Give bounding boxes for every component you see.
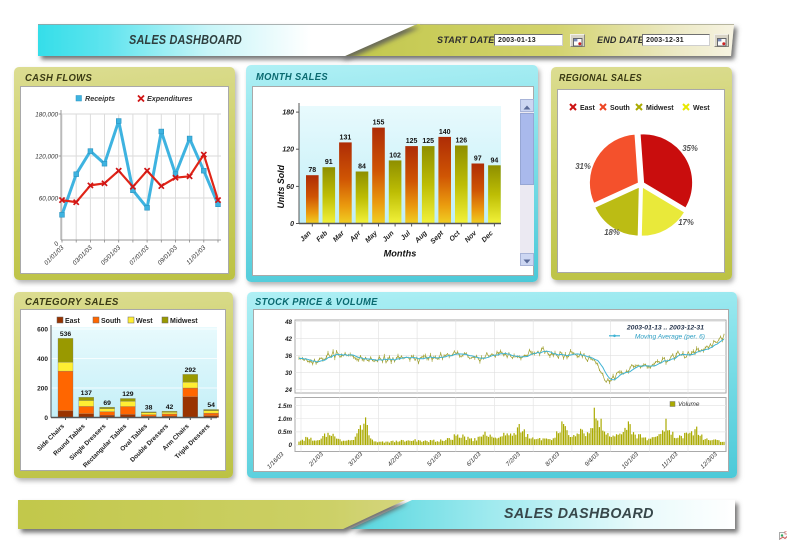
svg-text:4/2/03: 4/2/03 xyxy=(387,451,405,469)
svg-text:Months: Months xyxy=(384,249,417,259)
svg-text:125: 125 xyxy=(422,138,434,145)
svg-text:84: 84 xyxy=(358,164,366,171)
svg-text:0.5m: 0.5m xyxy=(278,429,293,436)
svg-text:11/01/03: 11/01/03 xyxy=(185,244,207,266)
svg-text:0: 0 xyxy=(290,221,294,228)
svg-text:Single Dressers: Single Dressers xyxy=(68,423,107,462)
svg-text:155: 155 xyxy=(373,120,385,127)
svg-text:Apr: Apr xyxy=(348,229,363,244)
svg-text:6/1/03: 6/1/03 xyxy=(465,451,483,469)
svg-text:69: 69 xyxy=(103,400,111,407)
svg-text:180: 180 xyxy=(282,110,294,117)
svg-text:12/3/03: 12/3/03 xyxy=(699,451,719,471)
svg-text:Units Sold: Units Sold xyxy=(276,164,286,208)
svg-text:03/01/03: 03/01/03 xyxy=(72,244,95,267)
svg-text:09/01/03: 09/01/03 xyxy=(157,244,180,267)
svg-text:125: 125 xyxy=(406,138,418,145)
svg-text:0: 0 xyxy=(289,442,293,449)
svg-text:East: East xyxy=(65,318,80,325)
svg-text:97: 97 xyxy=(474,156,482,163)
svg-text:Oct: Oct xyxy=(449,229,463,243)
svg-text:Feb: Feb xyxy=(315,229,329,243)
svg-text:Moving Average (per. 6): Moving Average (per. 6) xyxy=(635,333,705,340)
svg-text:Aug: Aug xyxy=(413,229,429,245)
svg-text:Volume: Volume xyxy=(678,401,700,408)
svg-text:48: 48 xyxy=(284,319,292,326)
svg-text:18%: 18% xyxy=(604,228,620,237)
svg-text:9/4/03: 9/4/03 xyxy=(584,451,602,469)
svg-text:120,000: 120,000 xyxy=(35,154,58,161)
svg-text:54: 54 xyxy=(207,402,215,409)
svg-text:200: 200 xyxy=(37,386,48,393)
svg-text:60,000: 60,000 xyxy=(39,196,59,203)
svg-text:102: 102 xyxy=(389,152,401,159)
svg-text:78: 78 xyxy=(308,167,316,174)
svg-text:Jan: Jan xyxy=(299,230,312,243)
svg-text:1/16/03: 1/16/03 xyxy=(266,451,286,471)
svg-text:3/1/03: 3/1/03 xyxy=(347,451,365,469)
svg-text:Mar: Mar xyxy=(332,229,347,244)
svg-text:8/1/03: 8/1/03 xyxy=(544,451,562,469)
svg-text:38: 38 xyxy=(145,404,153,411)
svg-text:South: South xyxy=(610,105,630,112)
svg-text:Receipts: Receipts xyxy=(85,94,115,103)
svg-text:10/1/03: 10/1/03 xyxy=(620,451,640,471)
svg-text:1.0m: 1.0m xyxy=(278,416,293,423)
svg-text:129: 129 xyxy=(122,391,134,398)
svg-text:91: 91 xyxy=(325,159,333,166)
svg-text:24: 24 xyxy=(284,387,292,394)
svg-text:1.5m: 1.5m xyxy=(278,403,293,410)
svg-text:0: 0 xyxy=(44,415,48,422)
svg-text:42: 42 xyxy=(284,336,292,343)
svg-text:131: 131 xyxy=(340,134,352,141)
svg-text:West: West xyxy=(136,318,153,325)
svg-text:400: 400 xyxy=(37,356,48,363)
svg-text:536: 536 xyxy=(60,331,72,338)
svg-text:07/01/03: 07/01/03 xyxy=(128,244,151,267)
svg-text:126: 126 xyxy=(455,138,467,145)
svg-text:17%: 17% xyxy=(678,218,694,227)
svg-text:Double Dressers: Double Dressers xyxy=(129,423,170,464)
svg-text:180,000: 180,000 xyxy=(35,112,58,119)
svg-text:140: 140 xyxy=(439,129,451,136)
svg-text:600: 600 xyxy=(37,327,48,334)
svg-text:Sept: Sept xyxy=(429,229,445,245)
svg-text:0: 0 xyxy=(53,240,61,248)
svg-text:292: 292 xyxy=(185,367,197,374)
svg-text:05/01/03: 05/01/03 xyxy=(100,244,123,267)
svg-text:36: 36 xyxy=(285,353,292,360)
svg-text:Dec: Dec xyxy=(481,230,495,244)
svg-text:137: 137 xyxy=(81,390,93,397)
svg-text:35%: 35% xyxy=(682,144,698,153)
svg-text:East: East xyxy=(580,105,595,112)
svg-text:Midwest: Midwest xyxy=(646,105,674,112)
svg-text:2003-01-13 .. 2003-12-31: 2003-01-13 .. 2003-12-31 xyxy=(626,325,704,332)
svg-text:South: South xyxy=(101,318,121,325)
svg-text:5/1/03: 5/1/03 xyxy=(426,451,444,469)
svg-text:42: 42 xyxy=(166,404,174,411)
svg-text:120: 120 xyxy=(282,147,294,154)
svg-text:31%: 31% xyxy=(575,162,591,171)
svg-text:01/01/03: 01/01/03 xyxy=(43,244,66,267)
svg-text:30: 30 xyxy=(285,370,292,377)
svg-text:Expenditures: Expenditures xyxy=(147,94,193,103)
svg-text:94: 94 xyxy=(491,157,499,164)
svg-text:7/2/03: 7/2/03 xyxy=(505,451,523,469)
svg-text:60: 60 xyxy=(286,184,294,191)
svg-text:West: West xyxy=(693,105,710,112)
svg-text:11/1/03: 11/1/03 xyxy=(660,451,680,471)
svg-text:Midwest: Midwest xyxy=(170,318,198,325)
svg-text:Nov: Nov xyxy=(464,229,479,244)
svg-text:Jun: Jun xyxy=(382,230,396,244)
svg-text:2/1/03: 2/1/03 xyxy=(307,451,325,469)
svg-text:Jul: Jul xyxy=(400,229,413,242)
svg-text:May: May xyxy=(364,229,379,244)
